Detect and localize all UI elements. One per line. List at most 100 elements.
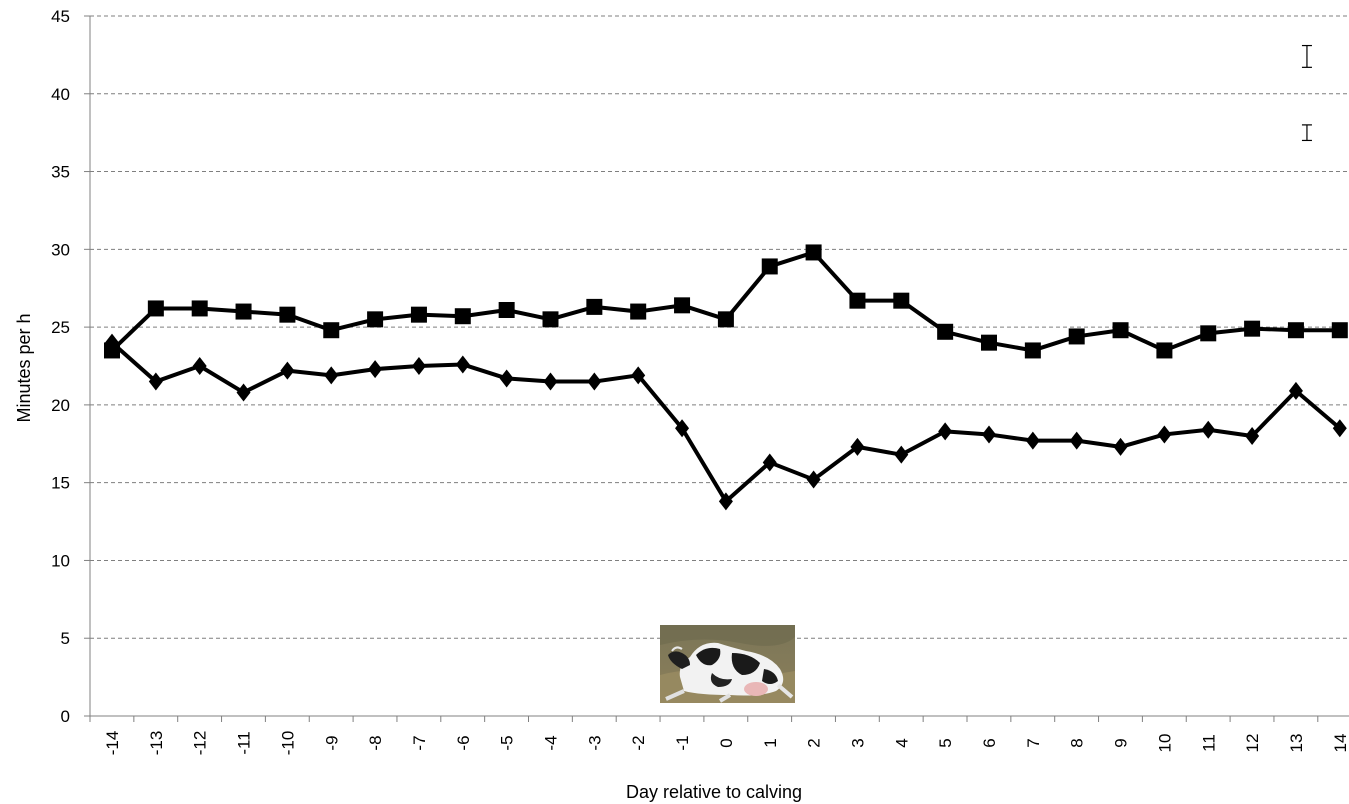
square-marker (279, 306, 296, 323)
y-axis-title: Minutes per h (14, 313, 34, 422)
square-marker (805, 244, 822, 261)
x-tick-label: 7 (1024, 738, 1043, 747)
diamond-marker (411, 357, 426, 375)
square-marker (1112, 322, 1129, 339)
diamond-marker (192, 357, 207, 375)
square-marker (674, 297, 691, 314)
square-marker (367, 311, 384, 328)
diamond-marker (675, 419, 690, 438)
x-tick-label: -13 (147, 731, 166, 756)
diamond-marker (1069, 431, 1084, 450)
x-tick-label: -1 (673, 735, 692, 750)
error-bar-2 (1301, 124, 1312, 142)
diamond-marker (894, 445, 909, 464)
square-marker (147, 300, 164, 317)
square-marker (717, 311, 734, 328)
x-tick-label: 3 (848, 738, 867, 747)
square-marker (542, 311, 559, 328)
diamond-marker (631, 366, 646, 385)
y-tick-label: 20 (51, 396, 70, 415)
x-tick-label: 14 (1331, 734, 1349, 753)
x-tick-label: 12 (1243, 734, 1262, 753)
diamond-marker (1113, 437, 1128, 456)
diamond-marker (148, 372, 163, 391)
diamond-marker (368, 360, 383, 379)
diamond-marker (455, 355, 470, 374)
x-tick-label: 10 (1155, 734, 1174, 753)
x-tick-label: -8 (366, 735, 385, 750)
x-tick-label: -14 (103, 731, 122, 756)
diamond-marker (938, 422, 953, 441)
diamond-marker (982, 425, 996, 444)
x-tick-label: 9 (1112, 738, 1131, 747)
diamond-marker (1201, 420, 1216, 439)
y-tick-label: 35 (51, 163, 70, 182)
diamond-marker (236, 383, 251, 402)
error-bar-1 (1301, 44, 1312, 68)
y-tick-label: 0 (61, 707, 70, 726)
square-marker (893, 292, 910, 309)
diamond-marker (587, 372, 602, 391)
diamond-marker (280, 361, 295, 380)
x-tick-label: -4 (542, 735, 561, 750)
x-tick-label: -12 (191, 731, 210, 756)
x-tick-label: -3 (585, 735, 604, 750)
x-tick-label: -10 (278, 731, 297, 756)
x-tick-label: -2 (629, 735, 648, 750)
square-marker (1068, 328, 1085, 345)
x-tick-labels: -14 -13 -12 -11 -10 -9 -8 -7 -6 -5 -4 -3 -2 -1 0 1 2 3 4 5 6… (103, 731, 1349, 756)
diamond-marker (1332, 419, 1347, 438)
series-line (110, 250, 1340, 353)
square-marker (1331, 322, 1348, 339)
square-marker (410, 306, 427, 323)
square-marker (981, 334, 997, 351)
diamond-marker (1288, 381, 1303, 400)
y-tick-label: 15 (51, 474, 70, 493)
square-marker (937, 323, 954, 340)
diamond-marker (324, 366, 339, 385)
square-marker (1287, 322, 1304, 339)
diamond-marker (543, 372, 558, 391)
y-tick-label: 5 (61, 629, 70, 648)
square-marker (1200, 325, 1217, 342)
data-series (104, 244, 1348, 511)
y-tick-labels: 0 5 10 15 20 25 30 35 40 45 (51, 7, 70, 726)
axes (84, 15, 1349, 722)
series-1-square (104, 244, 1348, 359)
y-tick-label: 10 (51, 551, 70, 570)
cow-photo (660, 625, 795, 703)
x-tick-label: 5 (936, 738, 955, 747)
x-tick-label: -11 (235, 731, 254, 754)
diamond-marker (718, 492, 733, 511)
x-tick-label: 1 (761, 738, 780, 747)
square-marker (630, 303, 647, 320)
x-tick-label: -5 (498, 735, 517, 750)
x-tick-label: -9 (322, 735, 341, 750)
square-marker (191, 300, 208, 317)
y-tick-label: 25 (51, 318, 70, 337)
diamond-marker (499, 369, 514, 388)
diamond-marker (1245, 427, 1260, 445)
error-bars (1301, 44, 1312, 142)
diamond-marker (806, 470, 821, 489)
square-marker (586, 298, 603, 315)
diamond-marker (1157, 425, 1172, 444)
x-tick-label: -6 (454, 735, 473, 750)
x-tick-label: 2 (805, 738, 824, 747)
square-marker (235, 303, 252, 320)
square-marker (498, 302, 515, 318)
square-marker (1024, 342, 1041, 359)
x-tick-label: 0 (717, 738, 736, 747)
diamond-marker (762, 453, 777, 472)
diamond-marker (105, 333, 119, 352)
y-tick-label: 45 (51, 7, 70, 26)
square-marker (761, 258, 778, 275)
y-tick-label: 40 (51, 85, 70, 104)
x-tick-label: 8 (1068, 738, 1087, 747)
diamond-marker (850, 437, 865, 456)
series-2-diamond (105, 333, 1347, 511)
x-tick-label: 13 (1287, 734, 1306, 753)
x-tick-label: -7 (410, 735, 429, 750)
x-tick-label: 11 (1199, 734, 1218, 752)
